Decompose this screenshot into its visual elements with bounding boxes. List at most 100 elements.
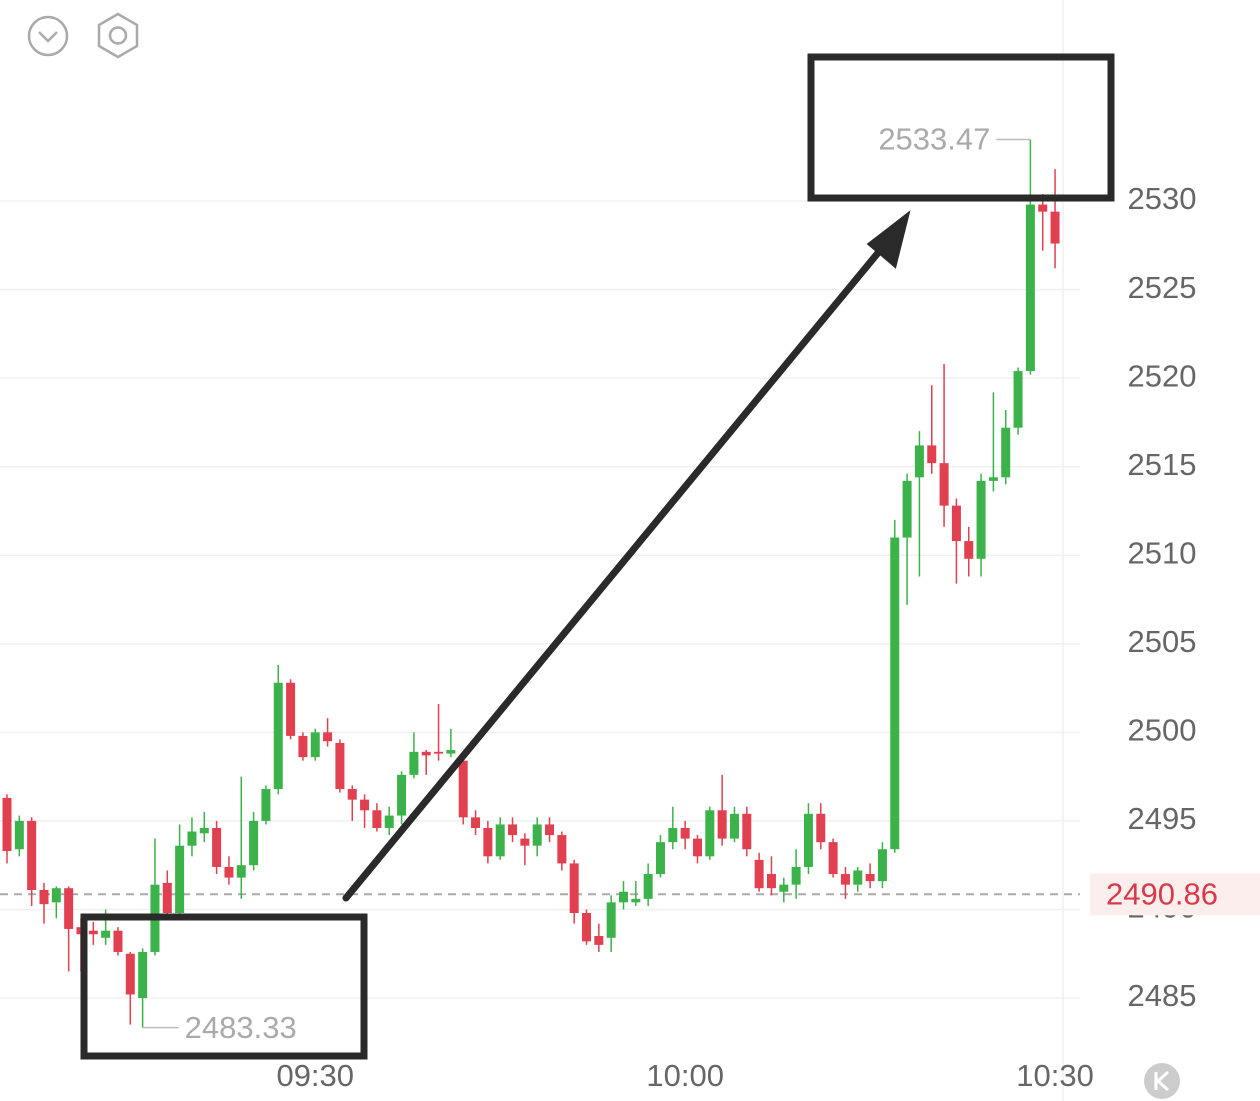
candle-body: [1038, 204, 1048, 212]
candle-body: [655, 842, 665, 875]
candle-body: [446, 750, 456, 754]
candle-body: [175, 845, 185, 913]
candle-body: [372, 810, 382, 828]
candle-body: [902, 480, 912, 538]
candle-body: [976, 480, 986, 559]
candle-body: [64, 888, 74, 929]
candle-body: [2, 797, 12, 852]
candle-body: [742, 813, 752, 850]
candle-body: [335, 742, 345, 790]
candle-body: [890, 537, 900, 850]
candle-body: [298, 735, 308, 758]
y-tick-label: 2530: [1128, 181, 1197, 216]
candle-body: [384, 815, 394, 828]
x-tick-label: 09:30: [276, 1058, 354, 1093]
candle-body: [236, 865, 246, 878]
candle-body: [360, 799, 370, 811]
candle-body: [816, 813, 826, 843]
candle-body: [692, 838, 702, 857]
y-tick-label: 2520: [1128, 358, 1197, 393]
candle-body: [138, 951, 148, 999]
candle-body: [458, 760, 468, 818]
candle-body: [988, 477, 998, 481]
candle-body: [14, 820, 24, 850]
candle-body: [125, 953, 135, 995]
chevron-icon: [38, 31, 58, 43]
min-label: 2483.33: [185, 1010, 297, 1045]
candle-body: [409, 751, 419, 775]
candle-body: [853, 870, 863, 885]
last-price-tag: [1090, 873, 1260, 916]
candle-body: [51, 888, 61, 903]
settings-button[interactable]: [97, 12, 139, 59]
candle-body: [914, 445, 924, 478]
candle-body: [766, 874, 776, 889]
candle-body: [434, 751, 444, 754]
candle-body: [631, 898, 641, 903]
y-tick-label: 2500: [1128, 713, 1197, 748]
candle-body: [162, 882, 172, 913]
candle-body: [101, 930, 111, 938]
candle-body: [39, 889, 49, 905]
candle-body: [261, 789, 271, 821]
candle-body: [347, 789, 357, 800]
x-tick-label: 10:00: [646, 1058, 724, 1093]
candle-body: [964, 541, 974, 559]
k-button[interactable]: [1144, 1063, 1180, 1099]
candle-body: [668, 827, 678, 843]
candle-body: [840, 874, 850, 885]
candle-body: [421, 751, 431, 756]
candle-body: [249, 820, 259, 866]
candle-body: [483, 827, 493, 857]
candle-body: [754, 859, 764, 889]
candle-body: [224, 866, 234, 878]
candle-body: [791, 866, 801, 885]
y-tick-label: 2525: [1128, 270, 1197, 305]
candle-body: [1013, 371, 1023, 428]
collapse-button[interactable]: [27, 15, 69, 57]
settings-icon: [108, 26, 128, 45]
candle-body: [828, 842, 838, 875]
arrow-shaft: [342, 244, 886, 902]
candle-body: [1025, 204, 1035, 372]
candle-body: [199, 827, 209, 834]
candle-body: [939, 463, 949, 506]
candle-body: [951, 505, 961, 542]
y-tick-label: 2510: [1128, 535, 1197, 570]
candle-body: [545, 824, 555, 836]
candle-body: [705, 810, 715, 857]
k-button-bg: [1144, 1063, 1180, 1099]
max-label: 2533.47: [878, 122, 990, 157]
candle-body: [569, 863, 579, 913]
candle-body: [927, 445, 937, 464]
toolbar: [27, 12, 139, 59]
candle-body: [619, 891, 628, 903]
last-price-label: 2490.86: [1106, 876, 1218, 911]
candle-body: [1050, 211, 1060, 244]
candle-body: [532, 824, 542, 846]
candle-body: [113, 930, 123, 952]
annotations: [80, 53, 1115, 1060]
k-icon: [1154, 1070, 1170, 1092]
x-tick-label: 10:30: [1016, 1058, 1094, 1093]
highlight-box: [80, 913, 368, 1060]
candle-body: [27, 820, 37, 890]
candle-body: [594, 936, 604, 945]
y-tick-label: 2485: [1128, 978, 1197, 1013]
y-tick-label: 2505: [1128, 624, 1197, 659]
candle-body: [717, 810, 727, 839]
candle-body: [495, 824, 505, 857]
candle-body: [729, 813, 739, 839]
candle-body: [397, 774, 407, 816]
candle-body: [212, 827, 222, 867]
candle-body: [471, 817, 481, 828]
candle-body: [582, 912, 592, 942]
arrow-head: [866, 210, 911, 269]
candle-body: [88, 930, 98, 935]
candle-body: [803, 813, 813, 867]
candle-body: [606, 902, 616, 938]
candle-body: [286, 682, 296, 736]
y-tick-label: 2515: [1128, 447, 1197, 482]
candle-body: [779, 884, 789, 892]
